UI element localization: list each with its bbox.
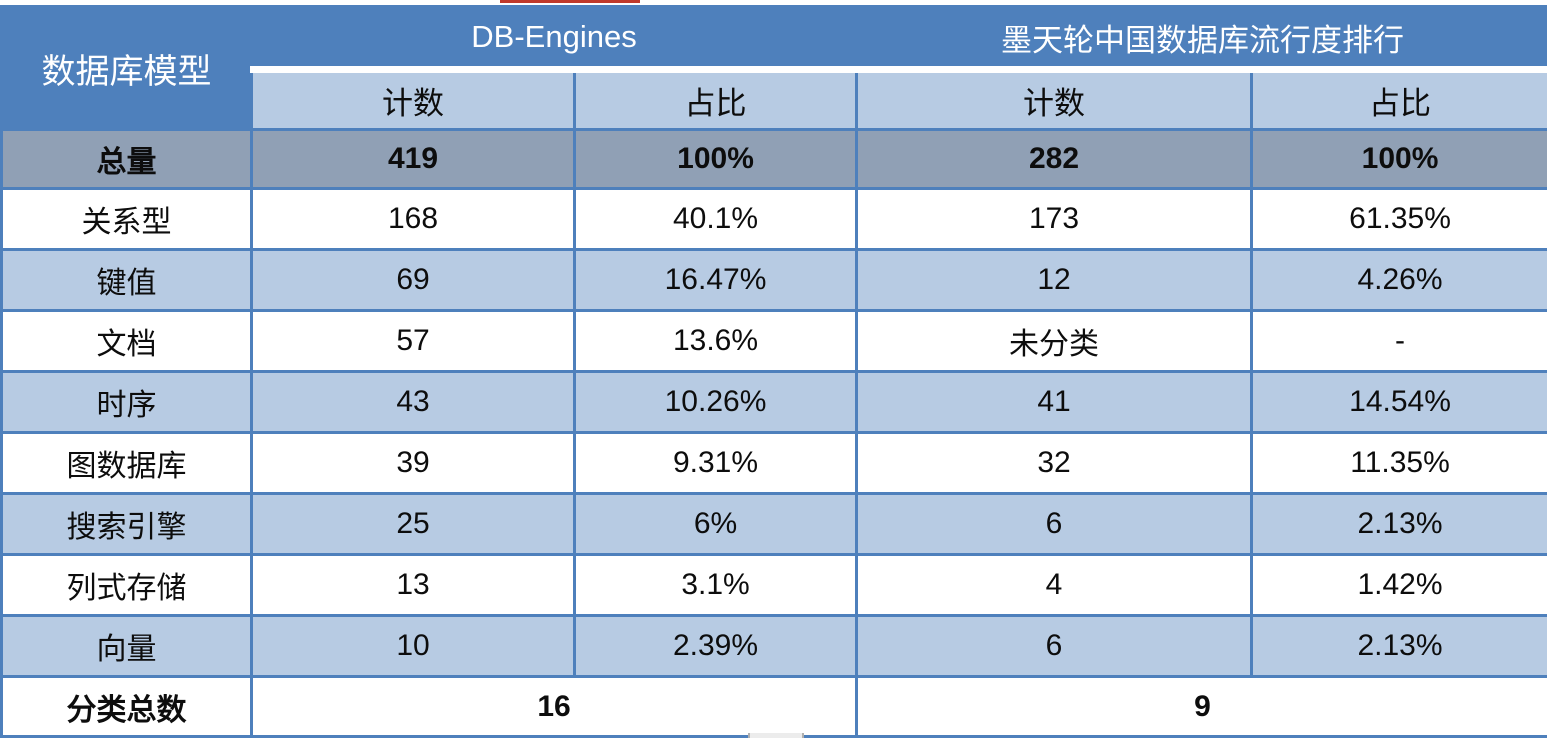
header-database-model: 数据库模型	[0, 5, 253, 131]
cell-value: 11.35%	[1250, 431, 1547, 495]
category-row: 关系型 168 40.1% 173 61.35%	[0, 187, 1547, 251]
subheader-count-dbengines: 计数	[250, 68, 576, 131]
footer-value-motianlun: 9	[855, 675, 1547, 738]
cell-value: 6	[855, 614, 1254, 678]
red-line-artifact	[500, 0, 640, 3]
category-label: 向量	[0, 614, 253, 678]
cell-value: 61.35%	[1250, 187, 1547, 251]
cell-value: 2.13%	[1250, 492, 1547, 556]
db-model-comparison-table: 数据库模型 DB-Engines 墨天轮中国数据库流行度排行 计数 占比 计数 …	[0, 5, 1547, 738]
cell-value: 9.31%	[572, 431, 859, 495]
category-row: 文档 57 13.6% 未分类 -	[0, 309, 1547, 373]
cell-value: 69	[250, 248, 576, 312]
total-row: 总量 419 100% 282 100%	[0, 128, 1547, 190]
header-group-motianlun: 墨天轮中国数据库流行度排行	[855, 5, 1547, 73]
cell-value: 43	[250, 370, 576, 434]
cell-value: 4.26%	[1250, 248, 1547, 312]
cell-value: 1.42%	[1250, 553, 1547, 617]
cell-value: 39	[250, 431, 576, 495]
cell-value: 10	[250, 614, 576, 678]
subheader-share-motianlun: 占比	[1250, 68, 1547, 131]
total-value: 100%	[1250, 128, 1547, 190]
table-footer: 分类总数 16 9	[0, 675, 1547, 738]
total-value: 419	[250, 128, 576, 190]
category-row: 键值 69 16.47% 12 4.26%	[0, 248, 1547, 312]
cell-value: 13	[250, 553, 576, 617]
header-row-subcolumns: 计数 占比 计数 占比	[2, 68, 1547, 131]
subheader-share-dbengines: 占比	[572, 68, 859, 131]
scrollbar-artifact	[748, 733, 804, 738]
cell-value: 16.47%	[572, 248, 859, 312]
cell-value: 25	[250, 492, 576, 556]
cell-value: 3.1%	[572, 553, 859, 617]
header-row-groups: 数据库模型 DB-Engines 墨天轮中国数据库流行度排行	[0, 5, 1547, 131]
category-label: 文档	[0, 309, 253, 373]
cell-value: 14.54%	[1250, 370, 1547, 434]
category-row: 向量 10 2.39% 6 2.13%	[0, 614, 1547, 678]
cell-value: 12	[855, 248, 1254, 312]
category-rows: 关系型 168 40.1% 173 61.35% 键值 69 16.47% 12…	[0, 187, 1547, 678]
cell-value: 32	[855, 431, 1254, 495]
footer-row: 分类总数 16 9	[0, 675, 1547, 738]
subheader-count-motianlun: 计数	[855, 68, 1254, 131]
category-label: 搜索引擎	[0, 492, 253, 556]
category-row: 搜索引擎 25 6% 6 2.13%	[0, 492, 1547, 556]
category-row: 列式存储 13 3.1% 4 1.42%	[0, 553, 1547, 617]
cell-value: 41	[855, 370, 1254, 434]
cell-value: 未分类	[855, 309, 1254, 373]
category-label: 键值	[0, 248, 253, 312]
cell-value: 168	[250, 187, 576, 251]
category-row: 时序 43 10.26% 41 14.54%	[0, 370, 1547, 434]
total-value: 282	[855, 128, 1254, 190]
cell-value: 173	[855, 187, 1254, 251]
category-row: 图数据库 39 9.31% 32 11.35%	[0, 431, 1547, 495]
table-header: 数据库模型 DB-Engines 墨天轮中国数据库流行度排行 计数 占比 计数 …	[0, 5, 1547, 190]
cell-value: 6	[855, 492, 1254, 556]
cell-value: 13.6%	[572, 309, 859, 373]
footer-label: 分类总数	[0, 675, 253, 738]
category-label: 列式存储	[0, 553, 253, 617]
cell-value: 57	[250, 309, 576, 373]
category-label: 时序	[0, 370, 253, 434]
footer-value-dbengines: 16	[249, 675, 859, 738]
total-value: 100%	[572, 128, 859, 190]
cell-value: 4	[855, 553, 1254, 617]
cell-value: 2.13%	[1250, 614, 1547, 678]
cell-value: 6%	[572, 492, 859, 556]
category-label: 图数据库	[0, 431, 253, 495]
cell-value: 10.26%	[572, 370, 859, 434]
header-group-db-engines: DB-Engines	[249, 5, 859, 73]
total-row-label: 总量	[0, 128, 253, 190]
cell-value: 40.1%	[572, 187, 859, 251]
cell-value: 2.39%	[572, 614, 859, 678]
cell-value: -	[1250, 309, 1547, 373]
category-label: 关系型	[0, 187, 253, 251]
